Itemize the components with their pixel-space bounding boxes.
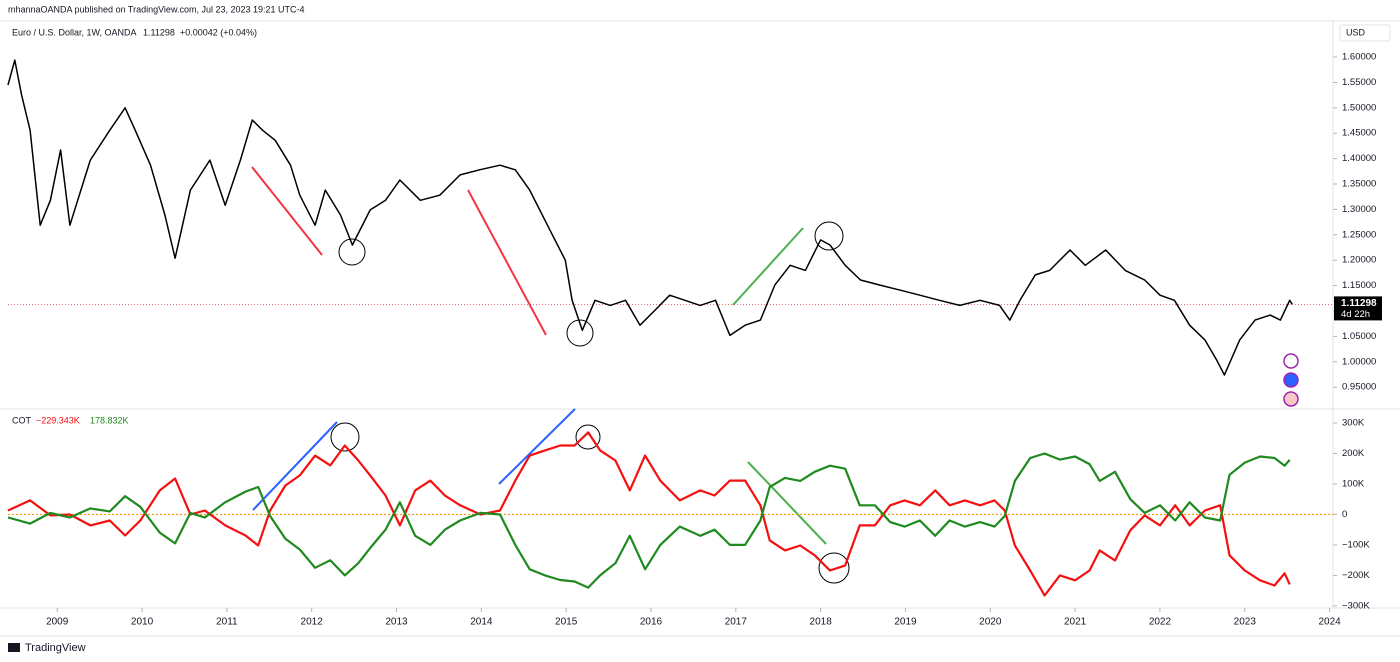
y-tick-label: 1.05000 xyxy=(1342,331,1376,342)
x-tick-label: 2022 xyxy=(1149,617,1172,628)
y-tick-label: 0.95000 xyxy=(1342,382,1376,393)
publish-note: mhannaOANDA published on TradingView.com… xyxy=(8,4,305,14)
trend-line[interactable] xyxy=(732,227,804,306)
trend-line[interactable] xyxy=(467,189,547,336)
x-tick-label: 2015 xyxy=(555,617,578,628)
brand-logo xyxy=(8,643,20,652)
y-tick-label: 0 xyxy=(1342,509,1347,520)
y-tick-label: −300K xyxy=(1342,600,1370,611)
x-tick-label: 2018 xyxy=(810,617,833,628)
y-tick-label: 1.55000 xyxy=(1342,77,1376,88)
event-icon[interactable] xyxy=(1283,391,1299,407)
brand: TradingView xyxy=(8,642,86,654)
trend-line[interactable] xyxy=(498,408,576,485)
x-tick-label: 2023 xyxy=(1234,617,1257,628)
x-tick-label: 2024 xyxy=(1318,617,1341,628)
event-icon[interactable] xyxy=(1283,353,1299,369)
legend-change: +0.00042 (+0.04%) xyxy=(180,27,257,37)
x-tick-label: 2011 xyxy=(216,617,238,628)
circle-drawing[interactable] xyxy=(338,238,366,266)
x-tick-label: 2010 xyxy=(131,617,154,628)
pane-title: COT xyxy=(12,415,32,425)
event-icons xyxy=(1283,353,1299,407)
y-tick-label: 1.30000 xyxy=(1342,204,1376,215)
price-tag-countdown: 4d 22h xyxy=(1341,309,1370,320)
y-tick-label: −200K xyxy=(1342,570,1370,581)
x-tick-label: 2016 xyxy=(640,617,663,628)
unit-label: USD xyxy=(1346,27,1366,37)
trend-line[interactable] xyxy=(747,461,827,545)
x-tick-label: 2021 xyxy=(1064,617,1087,628)
y-tick-label: 1.45000 xyxy=(1342,128,1376,139)
circle-drawing[interactable] xyxy=(814,221,844,251)
y-tick-label: 200K xyxy=(1342,448,1365,459)
x-tick-label: 2014 xyxy=(470,617,493,628)
legend-value: −229.343K xyxy=(36,415,80,425)
drawings xyxy=(251,166,850,584)
y-tick-label: 1.20000 xyxy=(1342,255,1376,266)
circle-drawing[interactable] xyxy=(330,422,360,452)
event-icon[interactable] xyxy=(1283,372,1299,388)
legend-value: 178.832K xyxy=(90,415,129,425)
price-tag-value: 1.11298 xyxy=(1341,298,1377,309)
price-tag xyxy=(1334,296,1382,321)
y-tick-label: −100K xyxy=(1342,539,1370,550)
y-tick-label: 300K xyxy=(1342,418,1365,429)
trend-line[interactable] xyxy=(251,166,323,256)
y-tick-label: 100K xyxy=(1342,478,1365,489)
x-tick-label: 2019 xyxy=(894,617,917,628)
circle-drawing[interactable] xyxy=(818,552,850,584)
y-tick-label: 1.60000 xyxy=(1342,52,1376,63)
frame xyxy=(0,20,1400,637)
x-tick-label: 2017 xyxy=(725,617,748,628)
x-tick-label: 2009 xyxy=(46,617,69,628)
unit-box[interactable] xyxy=(1339,24,1391,42)
y-tick-label: 1.15000 xyxy=(1342,280,1376,291)
price-line xyxy=(7,452,1291,589)
x-tick-label: 2013 xyxy=(385,617,408,628)
x-tick-label: 2020 xyxy=(979,617,1002,628)
price-line xyxy=(7,431,1291,597)
legend-price: 1.11298 xyxy=(143,27,175,37)
y-tick-label: 1.50000 xyxy=(1342,102,1376,113)
pane-title: Euro / U.S. Dollar, 1W, OANDA xyxy=(12,27,137,37)
trend-line[interactable] xyxy=(252,421,338,511)
y-tick-label: 1.35000 xyxy=(1342,179,1376,190)
y-tick-label: 1.25000 xyxy=(1342,229,1376,240)
brand-name: TradingView xyxy=(25,642,86,654)
circle-drawing[interactable] xyxy=(575,424,601,450)
y-tick-label: 1.00000 xyxy=(1342,356,1376,367)
price-line xyxy=(7,59,1293,376)
y-tick-label: 1.40000 xyxy=(1342,153,1376,164)
x-tick-label: 2012 xyxy=(301,617,324,628)
circle-drawing[interactable] xyxy=(566,319,594,347)
